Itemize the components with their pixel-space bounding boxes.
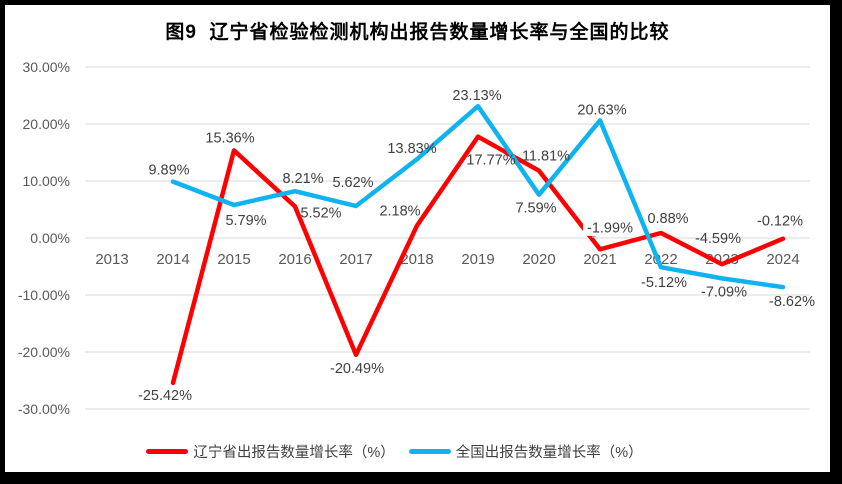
line-chart: 30.00% 20.00% 10.00% 0.00% -10.00% -20.00% -30… xyxy=(18,59,815,417)
legend-item-label: 全国出报告数量增长率（%） xyxy=(455,445,643,461)
x-axis-tick-label: 2019 xyxy=(461,251,494,268)
data-label: -8.62% xyxy=(769,294,815,310)
data-label: 5.79% xyxy=(225,213,266,229)
legend-item-label: 辽宁省出报告数量增长率（%） xyxy=(193,445,395,461)
series-line-0 xyxy=(170,134,786,386)
data-label: 7.59% xyxy=(515,201,556,217)
data-label: 23.13% xyxy=(452,88,501,104)
data-label: 20.63% xyxy=(577,102,626,118)
legend: 辽宁省出报告数量增长率（%） 全国出报告数量增长率（%） xyxy=(5,441,807,462)
data-label: -0.12% xyxy=(757,214,803,230)
y-axis-tick-label: -20.00% xyxy=(18,344,70,360)
data-label-bg xyxy=(583,217,637,236)
x-axis-tick-label: 2017 xyxy=(339,251,372,268)
x-axis-tick-label: 2022 xyxy=(644,251,677,268)
y-axis-tick-label: 20.00% xyxy=(23,116,70,132)
y-axis-tick-label: 30.00% xyxy=(23,59,70,75)
data-label: -20.49% xyxy=(330,361,384,377)
data-label: -5.12% xyxy=(641,275,687,291)
data-label: 0.88% xyxy=(647,211,688,227)
data-label: 13.83% xyxy=(387,141,436,157)
x-axis-tick-label: 2013 xyxy=(95,251,128,268)
data-label: -7.09% xyxy=(701,284,747,300)
data-label: 15.36% xyxy=(205,130,254,146)
data-label: -25.42% xyxy=(138,388,192,404)
data-label: -1.99% xyxy=(587,220,633,236)
legend-swatch-icon xyxy=(408,449,451,454)
data-label: 9.89% xyxy=(148,163,189,179)
x-axis-tick-label: 2021 xyxy=(583,251,616,268)
data-label: 5.62% xyxy=(332,175,373,191)
data-label: -4.59% xyxy=(695,231,741,247)
y-axis-tick-label: 10.00% xyxy=(23,173,70,189)
data-label: 17.77% xyxy=(466,153,515,169)
x-axis-tick-label: 2020 xyxy=(522,251,555,268)
data-label: 11.81% xyxy=(522,149,570,165)
legend-swatch-icon xyxy=(146,449,189,454)
x-axis-tick-label: 2018 xyxy=(400,251,433,268)
y-axis-tick-label: 0.00% xyxy=(30,230,70,246)
x-axis-tick-label: 2016 xyxy=(278,251,311,268)
x-axis-tick-label: 2015 xyxy=(217,251,250,268)
data-label: 5.52% xyxy=(300,206,341,222)
x-axis-tick-label: 2023 xyxy=(705,251,738,268)
chart-title: 图9 辽宁省检验检测机构出报告数量增长率与全国的比较 xyxy=(165,22,670,43)
data-label: 2.18% xyxy=(379,204,420,220)
series-line-1 xyxy=(170,103,786,290)
data-label: 8.21% xyxy=(282,171,323,187)
legend-item: 全国出报告数量增长率（%） xyxy=(408,441,643,462)
y-axis-tick-label: -30.00% xyxy=(18,401,70,417)
x-axis-tick-label: 2024 xyxy=(766,251,799,268)
legend-item: 辽宁省出报告数量增长率（%） xyxy=(146,441,395,462)
x-axis-tick-label: 2014 xyxy=(156,251,189,268)
y-axis-tick-label: -10.00% xyxy=(18,287,70,303)
